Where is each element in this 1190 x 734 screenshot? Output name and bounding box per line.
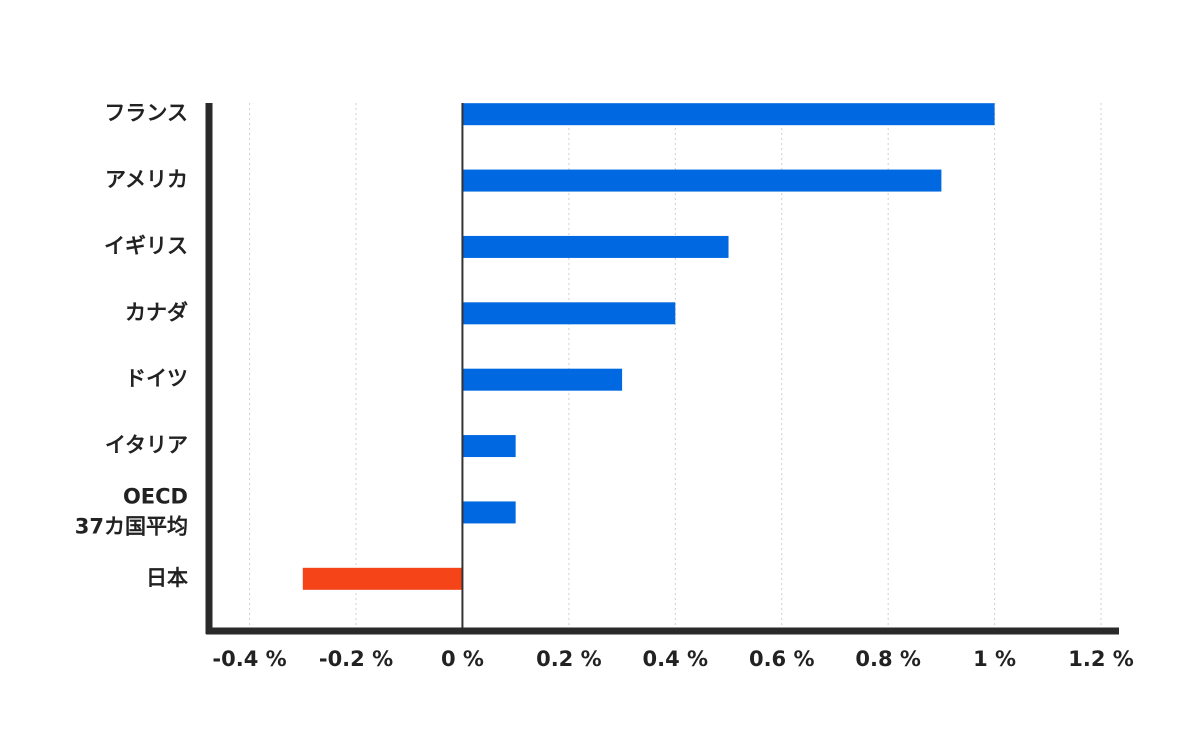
y-tick-label: OECD 37カ国平均	[75, 484, 188, 538]
y-tick-label: フランス	[104, 101, 188, 125]
x-tick-label: 0.2 %	[536, 647, 602, 671]
y-tick-label: 日本	[146, 566, 188, 590]
bar	[462, 235, 729, 258]
x-tick-label: 0.6 %	[749, 647, 815, 671]
y-tick-label: ドイツ	[125, 367, 188, 391]
bar	[462, 103, 995, 126]
x-tick-label: 0 %	[441, 647, 484, 671]
bar	[462, 435, 516, 458]
x-tick-label: 1.2 %	[1068, 647, 1134, 671]
bar	[462, 302, 676, 325]
bar	[302, 567, 463, 590]
y-tick-label: イギリス	[104, 234, 188, 258]
y-tick-label: イタリア	[105, 433, 188, 457]
bar	[462, 169, 942, 192]
x-tick-label: 0.4 %	[643, 647, 709, 671]
y-tick-label: カナダ	[125, 300, 188, 324]
x-tick-label: -0.4 %	[212, 647, 286, 671]
y-tick-label: アメリカ	[105, 168, 188, 192]
x-tick-label: 1 %	[973, 647, 1016, 671]
x-tick-label: 0.8 %	[855, 647, 921, 671]
x-tick-label: -0.2 %	[319, 647, 393, 671]
bar	[462, 368, 623, 391]
bar	[462, 501, 516, 524]
